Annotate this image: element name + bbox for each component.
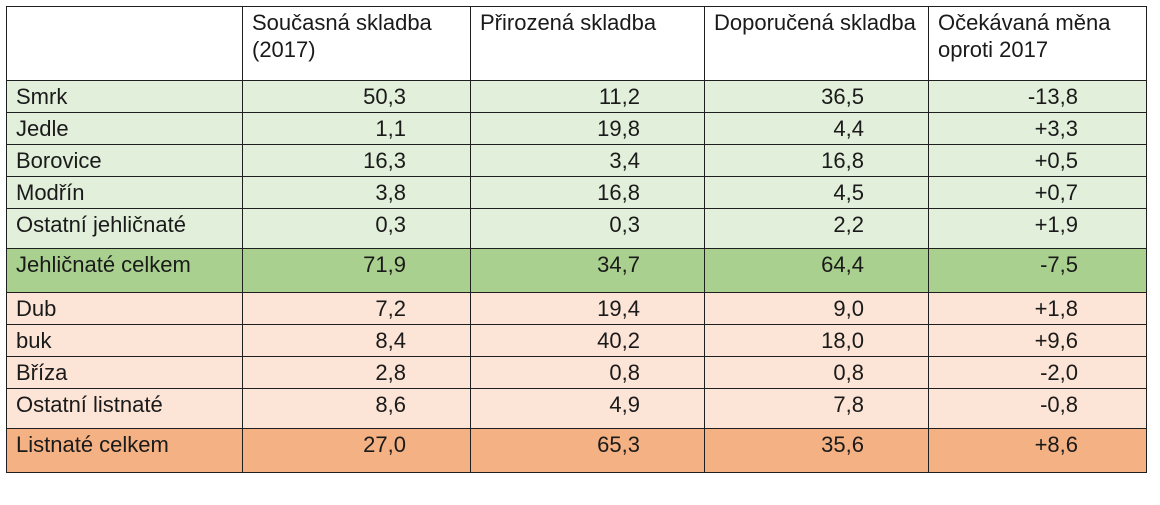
cell-current: 27,0 [242, 428, 471, 473]
cell-natural: 40,2 [470, 324, 705, 357]
header-natural-composition: Přirozená skladba [470, 6, 705, 81]
cell-change: -2,0 [928, 356, 1147, 389]
header-expected-change: Očekávaná měna oproti 2017 [928, 6, 1147, 81]
table-row-dub: Dub 7,2 19,4 9,0 +1,8 [6, 292, 1147, 325]
cell-recommended: 7,8 [704, 388, 929, 429]
cell-recommended: 16,8 [704, 144, 929, 177]
row-label: Borovice [6, 144, 243, 177]
cell-current: 3,8 [242, 176, 471, 209]
header-row: Současná skladba (2017) Přirozená skladb… [6, 6, 1147, 81]
cell-natural: 4,9 [470, 388, 705, 429]
row-label: Ostatní listnaté [6, 388, 243, 429]
cell-recommended: 4,4 [704, 112, 929, 145]
cell-recommended: 2,2 [704, 208, 929, 249]
cell-natural: 16,8 [470, 176, 705, 209]
table-row-modrin: Modřín 3,8 16,8 4,5 +0,7 [6, 176, 1147, 209]
cell-current: 16,3 [242, 144, 471, 177]
cell-recommended: 36,5 [704, 80, 929, 113]
cell-natural: 0,3 [470, 208, 705, 249]
cell-change: +8,6 [928, 428, 1147, 473]
cell-recommended: 4,5 [704, 176, 929, 209]
cell-natural: 65,3 [470, 428, 705, 473]
cell-change: +0,7 [928, 176, 1147, 209]
table-row-jehlicnate-celkem: Jehličnaté celkem 71,9 34,7 64,4 -7,5 [6, 248, 1147, 293]
cell-current: 8,4 [242, 324, 471, 357]
cell-change: +1,9 [928, 208, 1147, 249]
cell-recommended: 64,4 [704, 248, 929, 293]
row-label: Bříza [6, 356, 243, 389]
cell-change: +0,5 [928, 144, 1147, 177]
table-row-ostatni-jehlicnate: Ostatní jehličnaté 0,3 0,3 2,2 +1,9 [6, 208, 1147, 249]
cell-current: 1,1 [242, 112, 471, 145]
cell-natural: 0,8 [470, 356, 705, 389]
row-label: Dub [6, 292, 243, 325]
cell-change: +1,8 [928, 292, 1147, 325]
cell-natural: 19,8 [470, 112, 705, 145]
cell-natural: 11,2 [470, 80, 705, 113]
cell-recommended: 0,8 [704, 356, 929, 389]
cell-change: -0,8 [928, 388, 1147, 429]
header-recommended-composition: Doporučená skladba [704, 6, 929, 81]
table-row-listnate-celkem: Listnaté celkem 27,0 65,3 35,6 +8,6 [6, 428, 1147, 473]
table-row-smrk: Smrk 50,3 11,2 36,5 -13,8 [6, 80, 1147, 113]
row-label: Smrk [6, 80, 243, 113]
cell-natural: 19,4 [470, 292, 705, 325]
cell-current: 2,8 [242, 356, 471, 389]
cell-current: 0,3 [242, 208, 471, 249]
cell-current: 50,3 [242, 80, 471, 113]
cell-current: 8,6 [242, 388, 471, 429]
row-label: buk [6, 324, 243, 357]
header-current-composition: Současná skladba (2017) [242, 6, 471, 81]
row-label: Listnaté celkem [6, 428, 243, 473]
cell-change: +3,3 [928, 112, 1147, 145]
row-label: Jehličnaté celkem [6, 248, 243, 293]
cell-natural: 34,7 [470, 248, 705, 293]
cell-recommended: 18,0 [704, 324, 929, 357]
cell-change: -13,8 [928, 80, 1147, 113]
row-label: Modřín [6, 176, 243, 209]
table-row-borovice: Borovice 16,3 3,4 16,8 +0,5 [6, 144, 1147, 177]
row-label: Jedle [6, 112, 243, 145]
header-cell-empty [6, 6, 243, 81]
cell-natural: 3,4 [470, 144, 705, 177]
table-row-buk: buk 8,4 40,2 18,0 +9,6 [6, 324, 1147, 357]
cell-recommended: 35,6 [704, 428, 929, 473]
cell-current: 71,9 [242, 248, 471, 293]
table-row-briza: Bříza 2,8 0,8 0,8 -2,0 [6, 356, 1147, 389]
table-row-jedle: Jedle 1,1 19,8 4,4 +3,3 [6, 112, 1147, 145]
cell-change: -7,5 [928, 248, 1147, 293]
cell-change: +9,6 [928, 324, 1147, 357]
cell-current: 7,2 [242, 292, 471, 325]
row-label: Ostatní jehličnaté [6, 208, 243, 249]
species-composition-table: Současná skladba (2017) Přirozená skladb… [6, 6, 1147, 473]
cell-recommended: 9,0 [704, 292, 929, 325]
table-row-ostatni-listnate: Ostatní listnaté 8,6 4,9 7,8 -0,8 [6, 388, 1147, 429]
